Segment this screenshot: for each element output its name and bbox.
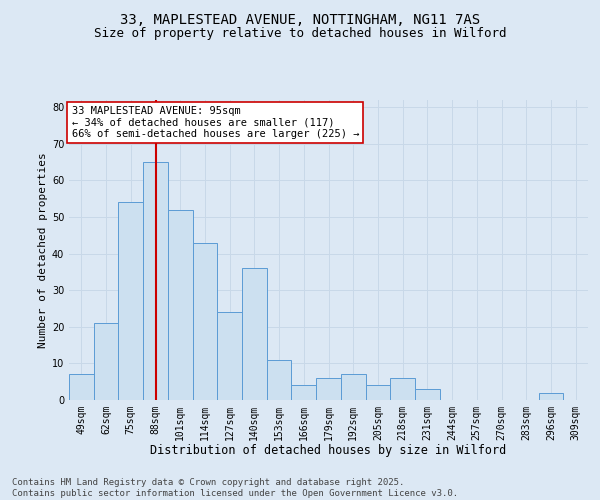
Bar xyxy=(69,374,94,400)
Bar xyxy=(341,374,365,400)
Bar xyxy=(292,386,316,400)
Bar xyxy=(242,268,267,400)
Text: 33, MAPLESTEAD AVENUE, NOTTINGHAM, NG11 7AS: 33, MAPLESTEAD AVENUE, NOTTINGHAM, NG11 … xyxy=(120,12,480,26)
X-axis label: Distribution of detached houses by size in Wilford: Distribution of detached houses by size … xyxy=(151,444,506,458)
Bar xyxy=(267,360,292,400)
Bar xyxy=(415,389,440,400)
Bar xyxy=(390,378,415,400)
Bar xyxy=(217,312,242,400)
Bar xyxy=(539,392,563,400)
Bar xyxy=(193,242,217,400)
Bar xyxy=(365,386,390,400)
Text: Contains HM Land Registry data © Crown copyright and database right 2025.
Contai: Contains HM Land Registry data © Crown c… xyxy=(12,478,458,498)
Bar xyxy=(143,162,168,400)
Bar xyxy=(118,202,143,400)
Y-axis label: Number of detached properties: Number of detached properties xyxy=(38,152,47,348)
Bar xyxy=(316,378,341,400)
Text: 33 MAPLESTEAD AVENUE: 95sqm
← 34% of detached houses are smaller (117)
66% of se: 33 MAPLESTEAD AVENUE: 95sqm ← 34% of det… xyxy=(71,106,359,139)
Text: Size of property relative to detached houses in Wilford: Size of property relative to detached ho… xyxy=(94,28,506,40)
Bar xyxy=(94,323,118,400)
Bar xyxy=(168,210,193,400)
